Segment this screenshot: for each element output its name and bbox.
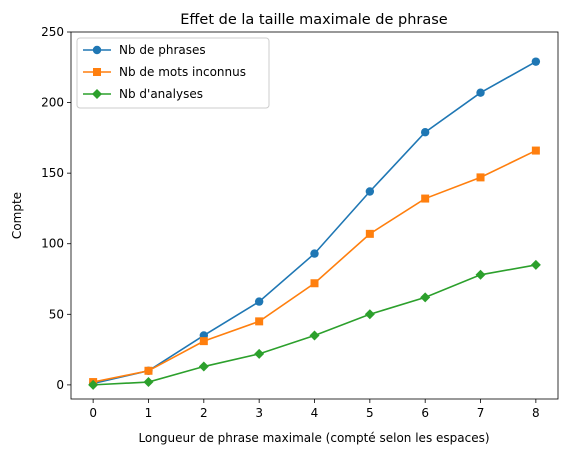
y-axis-label: Compte [10, 192, 24, 239]
chart-title: Effet de la taille maximale de phrase [180, 12, 448, 28]
y-tick-label: 250 [41, 25, 64, 39]
legend-marker [92, 89, 102, 99]
y-tick-label: 150 [41, 166, 64, 180]
legend-box [76, 37, 270, 109]
data-point [365, 229, 374, 238]
legend-entry: Nb de phrases [83, 43, 206, 57]
x-tick-label: 4 [311, 406, 319, 420]
y-tick-label: 100 [41, 237, 64, 251]
data-point [309, 330, 320, 341]
x-axis-label: Longueur de phrase maximale (compté selo… [138, 431, 489, 445]
y-tick-label: 0 [56, 378, 64, 392]
data-point [420, 128, 430, 137]
data-point [365, 187, 375, 196]
legend-entry: Nb de mots inconnus [83, 65, 246, 79]
legend-label: Nb de phrases [119, 43, 206, 57]
x-tick-label: 5 [366, 406, 374, 420]
legend-marker [92, 45, 102, 55]
data-point [255, 317, 264, 326]
data-point [530, 259, 541, 270]
legend-label: Nb de mots inconnus [119, 65, 246, 79]
legend-label: Nb d'analyses [119, 87, 203, 101]
y-tick-label: 50 [49, 307, 64, 321]
legend-entry: Nb d'analyses [83, 87, 203, 101]
data-point [531, 57, 541, 66]
data-point [254, 297, 264, 306]
series-2 [89, 146, 540, 387]
data-point [88, 379, 99, 390]
x-axis: 0 1 2 3 4 5 6 7 8 [89, 399, 540, 420]
x-tick-label: 0 [89, 406, 97, 420]
data-point [310, 279, 319, 288]
x-tick-label: 2 [200, 406, 208, 420]
data-point [254, 348, 265, 359]
x-tick-label: 6 [421, 406, 429, 420]
data-point [531, 146, 540, 155]
x-tick-label: 7 [477, 406, 485, 420]
series-3 [88, 259, 541, 390]
legend-marker [93, 68, 101, 76]
x-tick-label: 8 [532, 406, 540, 420]
data-point [476, 88, 485, 97]
x-tick-label: 3 [255, 406, 263, 420]
series-1 [88, 57, 541, 388]
data-point [421, 194, 430, 203]
data-point [198, 361, 209, 372]
legend: Nb de phrases Nb de mots inconnus Nb d'ana… [76, 37, 270, 109]
data-point [364, 309, 375, 320]
data-point [143, 377, 154, 388]
y-tick-label: 200 [41, 96, 64, 110]
data-point [420, 292, 431, 303]
data-point [144, 366, 153, 375]
x-tick-label: 1 [145, 406, 153, 420]
plot-area [88, 57, 541, 390]
data-point [199, 337, 208, 346]
series-line [92, 149, 537, 383]
data-point [475, 269, 486, 280]
data-point [310, 249, 319, 258]
data-point [476, 173, 485, 182]
y-axis: 0 50 100 150 200 250 [41, 25, 71, 392]
